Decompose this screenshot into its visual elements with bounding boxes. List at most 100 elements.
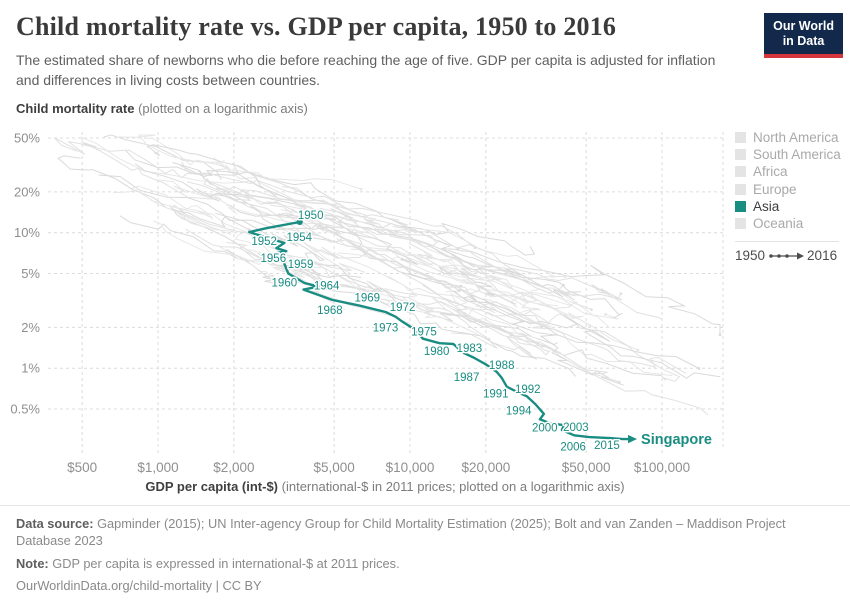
year-label-1987: 1987 bbox=[454, 372, 480, 384]
chart-header: Child mortality rate vs. GDP per capita,… bbox=[16, 12, 756, 91]
citation-url[interactable]: OurWorldinData.org/child-mortality | CC … bbox=[16, 577, 262, 593]
inactive-line-endpoint bbox=[359, 187, 363, 191]
x-tick-label: $5,000 bbox=[313, 460, 354, 475]
inactive-line-endpoint bbox=[393, 232, 397, 236]
chart-subtitle: The estimated share of newborns who die … bbox=[16, 52, 716, 89]
year-label-1991: 1991 bbox=[483, 389, 509, 401]
y-axis-title-bold: Child mortality rate bbox=[16, 101, 135, 116]
inactive-country-line bbox=[186, 181, 330, 233]
inactive-country-line bbox=[319, 207, 437, 243]
y-tick-label: 5% bbox=[21, 266, 40, 281]
inactive-country-line bbox=[280, 209, 591, 326]
y-axis-title: Child mortality rate (plotted on a logar… bbox=[16, 101, 308, 116]
x-tick-label: $10,000 bbox=[386, 460, 435, 475]
inactive-country-line bbox=[250, 206, 549, 323]
inactive-country-line bbox=[442, 259, 639, 351]
inactive-country-line bbox=[135, 163, 246, 204]
inactive-country-line bbox=[278, 213, 419, 266]
inactive-country-line bbox=[312, 246, 479, 336]
x-tick-label: $2,000 bbox=[213, 460, 254, 475]
inactive-country-line bbox=[208, 180, 400, 221]
inactive-country-line bbox=[113, 189, 233, 232]
legend-item-africa[interactable]: Africa bbox=[735, 163, 847, 180]
inactive-line-endpoint bbox=[619, 292, 623, 296]
year-label-1960: 1960 bbox=[272, 278, 298, 290]
inactive-country-line bbox=[257, 252, 399, 305]
inactive-line-endpoint bbox=[590, 308, 593, 312]
singapore-series: Singapore 1950 1952 1954 1956 1959 1960 1964 196… bbox=[248, 208, 712, 455]
inactive-country-line bbox=[364, 219, 540, 302]
data-source-text: Gapminder (2015); UN Inter-agency Group … bbox=[16, 516, 786, 549]
inactive-country-line bbox=[456, 246, 623, 301]
series-end-label[interactable]: Singapore bbox=[641, 432, 712, 448]
inactive-country-line bbox=[219, 245, 318, 288]
legend-item-south-america[interactable]: South America bbox=[735, 146, 847, 163]
year-label-2015: 2015 bbox=[594, 440, 620, 452]
year-label-1973: 1973 bbox=[373, 323, 399, 335]
year-label-1952: 1952 bbox=[251, 236, 277, 248]
x-tick-label: $50,000 bbox=[562, 460, 611, 475]
year-label-1950: 1950 bbox=[298, 210, 324, 222]
inactive-line-endpoint bbox=[456, 247, 460, 251]
inactive-line-endpoint bbox=[563, 275, 567, 278]
y-tick-label: 20% bbox=[14, 184, 40, 199]
inactive-country-line bbox=[253, 241, 365, 295]
legend-item-label: South America bbox=[753, 147, 841, 163]
year-label-1983: 1983 bbox=[457, 343, 483, 355]
inactive-country-line bbox=[83, 144, 339, 209]
inactive-country-line bbox=[115, 134, 362, 190]
inactive-country-line bbox=[125, 150, 476, 268]
gridlines: 50% 20% 10% 5% 2% 1% 0.5% $500 $1,000 $2,000 $5,00… bbox=[10, 131, 724, 475]
series-start-dot bbox=[296, 218, 303, 226]
legend-item-label: Africa bbox=[753, 164, 788, 180]
inactive-country-line bbox=[462, 296, 700, 369]
singapore-line[interactable] bbox=[248, 220, 631, 441]
timeline-end-year: 2016 bbox=[807, 248, 838, 264]
inactive-line-endpoint bbox=[636, 348, 640, 352]
inactive-country-line bbox=[180, 211, 232, 236]
year-label-1954: 1954 bbox=[286, 232, 312, 244]
inactive-country-line bbox=[337, 252, 541, 311]
inactive-country-line bbox=[392, 225, 663, 321]
year-label-1964: 1964 bbox=[314, 281, 340, 293]
year-label-1969: 1969 bbox=[354, 293, 380, 305]
inactive-line-endpoint bbox=[568, 304, 572, 307]
data-source-line: Data source: Gapminder (2015); UN Inter-… bbox=[16, 515, 816, 550]
timeline-arrow-icon bbox=[769, 252, 805, 260]
inactive-country-line bbox=[384, 297, 673, 377]
year-label-2003: 2003 bbox=[563, 422, 589, 434]
owid-logo[interactable]: Our World in Data bbox=[764, 13, 843, 58]
legend-item-europe[interactable]: Europe bbox=[735, 181, 847, 198]
inactive-line-endpoint bbox=[394, 229, 397, 233]
y-tick-label: 1% bbox=[21, 361, 40, 376]
note-text: GDP per capita is expressed in internati… bbox=[48, 555, 400, 571]
inactive-country-line bbox=[420, 228, 556, 278]
chart-title: Child mortality rate vs. GDP per capita,… bbox=[16, 12, 617, 41]
legend-swatch bbox=[735, 218, 746, 230]
inactive-country-line bbox=[422, 249, 610, 328]
legend-item-north-america[interactable]: North America bbox=[735, 129, 847, 146]
inactive-country-line bbox=[150, 199, 224, 232]
x-tick-label: $1,000 bbox=[137, 460, 178, 475]
timeline-start-year: 1950 bbox=[735, 248, 766, 264]
inactive-country-line bbox=[80, 136, 376, 220]
inactive-country-line bbox=[146, 144, 277, 198]
legend-item-label: Europe bbox=[753, 181, 797, 197]
year-label-1959: 1959 bbox=[288, 259, 314, 271]
legend-swatch bbox=[735, 200, 746, 212]
year-label-1992: 1992 bbox=[515, 384, 541, 396]
y-tick-label: 10% bbox=[14, 225, 40, 240]
inactive-line-endpoint bbox=[457, 289, 461, 292]
legend-swatch bbox=[735, 132, 746, 144]
legend-item-oceania[interactable]: Oceania bbox=[735, 215, 847, 232]
x-tick-label: $500 bbox=[67, 460, 97, 475]
inactive-country-line bbox=[388, 275, 538, 340]
legend-item-asia[interactable]: Asia bbox=[735, 198, 847, 215]
inactive-country-line bbox=[181, 161, 476, 249]
inactive-country-line bbox=[451, 332, 537, 360]
inactive-country-line bbox=[442, 248, 568, 297]
legend-item-label: Asia bbox=[753, 198, 780, 214]
inactive-country-line bbox=[422, 284, 620, 383]
note-line: Note: GDP per capita is expressed in int… bbox=[16, 555, 816, 572]
